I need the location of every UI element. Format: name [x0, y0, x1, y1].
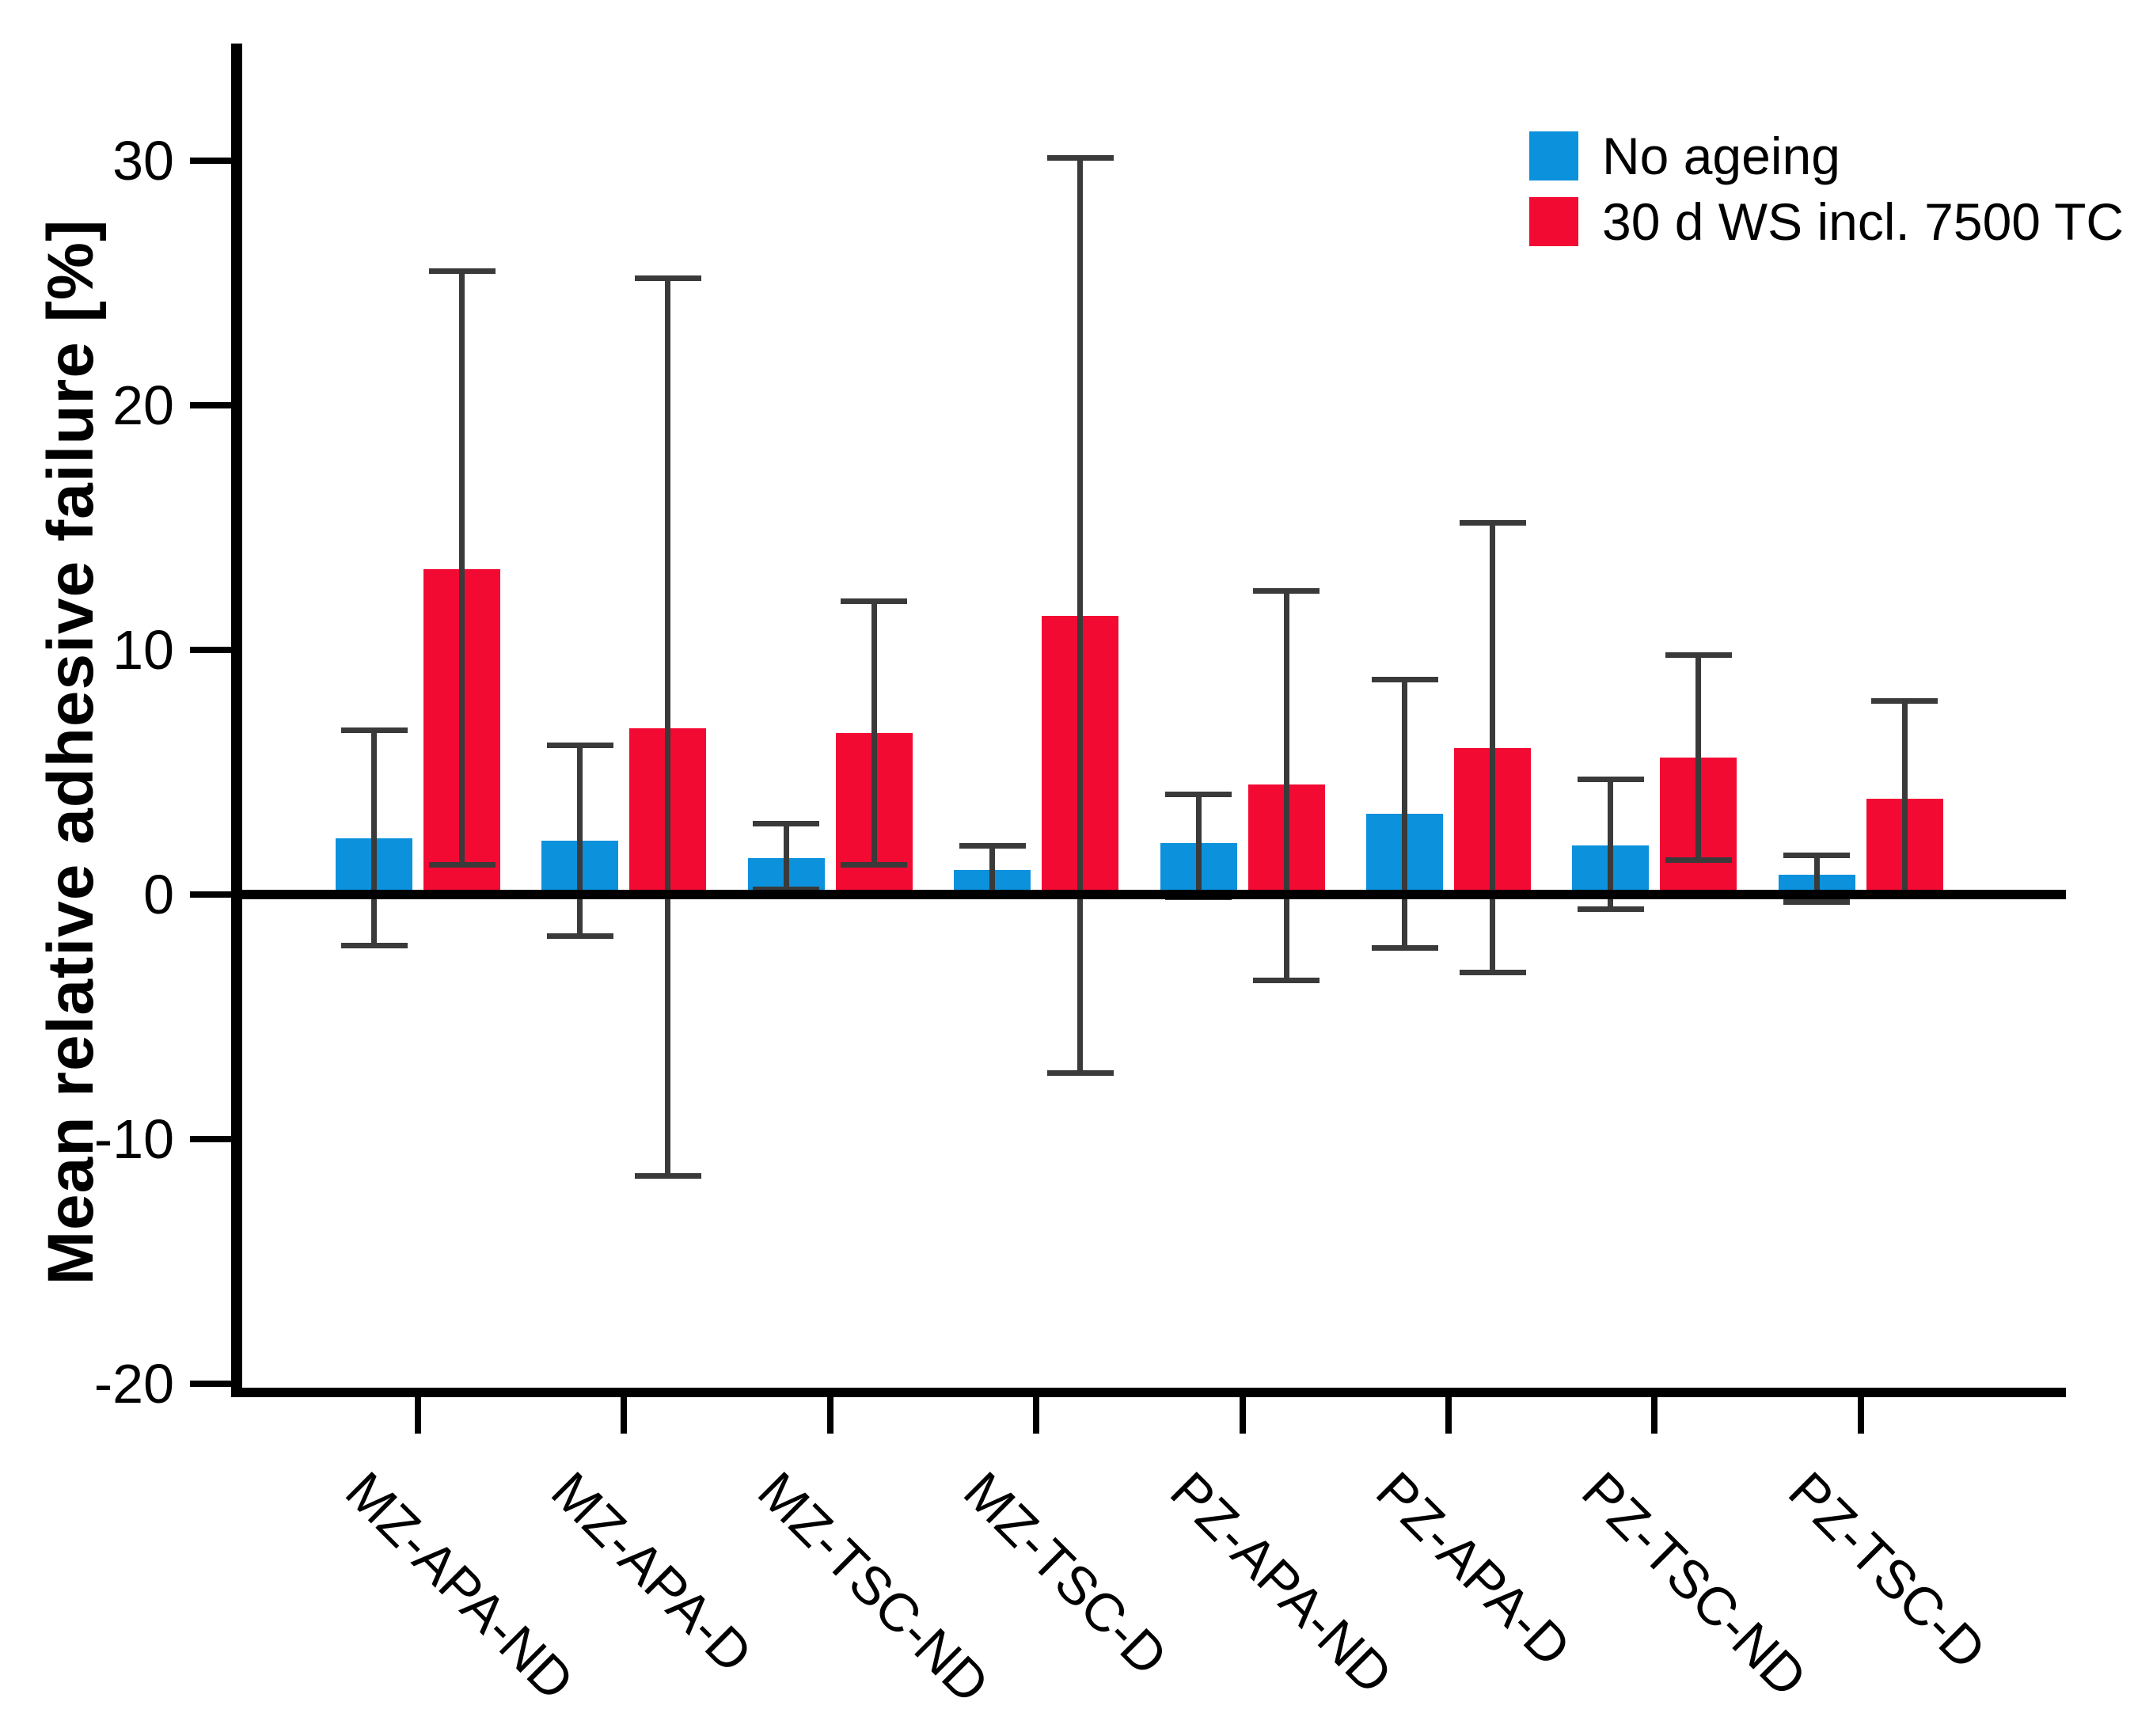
error-bar-line	[871, 601, 877, 865]
legend-item-aged: 30 d WS incl. 7500 TC	[1529, 192, 2125, 251]
x-tick	[415, 1397, 421, 1434]
error-bar-cap-top	[428, 268, 496, 274]
y-tick	[190, 1381, 231, 1387]
x-category-label-MZ-TSC-D: MZ-TSC-D	[952, 1461, 1179, 1688]
error-bar-line	[459, 271, 465, 865]
legend-swatch-blue-icon	[1529, 131, 1578, 180]
error-bar-line	[989, 845, 996, 895]
error-bar-cap-bottom	[1046, 1070, 1114, 1077]
error-bar-cap-bottom	[340, 943, 408, 949]
error-bar-cap-bottom	[1253, 977, 1320, 983]
error-bar-cap-top	[1665, 651, 1732, 658]
error-bar-cap-top	[1253, 588, 1320, 594]
error-bar-cap-top	[753, 820, 820, 826]
y-tick	[190, 158, 231, 164]
x-tick	[1651, 1397, 1658, 1434]
legend: No ageing 30 d WS incl. 7500 TC	[1529, 127, 2125, 263]
y-tick-label: 20	[112, 374, 174, 436]
y-tick-label: 0	[143, 864, 174, 925]
y-tick	[190, 647, 231, 653]
error-bar-cap-top	[546, 743, 613, 748]
error-bar-cap-top	[1577, 777, 1644, 783]
x-category-label-MZ-APA-D: MZ-APA-D	[540, 1461, 765, 1685]
error-bar-cap-top	[1871, 698, 1938, 705]
error-bar-cap-top	[1783, 853, 1851, 859]
legend-item-no-ageing: No ageing	[1529, 127, 2124, 185]
x-tick	[1239, 1397, 1246, 1434]
error-bar-cap-bottom	[1665, 857, 1732, 864]
x-tick	[826, 1397, 833, 1434]
error-bar-cap-top	[1459, 519, 1526, 526]
error-bar-cap-bottom	[1577, 906, 1644, 913]
y-axis-line	[231, 44, 242, 1397]
x-category-label-PZ-TSC-D: PZ-TSC-D	[1776, 1461, 1997, 1681]
x-tick	[1445, 1397, 1452, 1434]
error-bar-line	[665, 278, 671, 1176]
x-tick	[1033, 1397, 1040, 1434]
error-bar-line	[1077, 158, 1084, 1073]
error-bar-cap-top	[340, 727, 408, 734]
error-bar-cap-top	[1371, 676, 1438, 682]
y-tick-label: -20	[93, 1353, 174, 1415]
y-tick	[190, 891, 231, 898]
error-bar-cap-bottom	[1459, 970, 1526, 976]
error-bar-line	[1402, 679, 1407, 948]
error-bar-cap-bottom	[1371, 945, 1438, 952]
error-bar-cap-top	[841, 598, 908, 604]
x-category-label-PZ-APA-ND: PZ-APA-ND	[1158, 1461, 1403, 1706]
x-tick	[621, 1397, 628, 1434]
error-bar-line	[1901, 701, 1908, 895]
error-bar-line	[1608, 779, 1614, 910]
error-bar-cap-top	[1046, 155, 1114, 161]
zero-baseline	[231, 890, 2066, 899]
x-axis-line	[231, 1388, 2066, 1397]
error-bar-line	[1695, 655, 1702, 860]
x-tick	[1857, 1397, 1864, 1434]
legend-label-no-ageing: No ageing	[1602, 127, 1840, 185]
error-bar-cap-bottom	[546, 933, 613, 940]
error-bar-cap-bottom	[634, 1172, 701, 1179]
error-bar-line	[371, 730, 377, 946]
error-bar-cap-top	[1165, 791, 1232, 797]
legend-label-aged: 30 d WS incl. 7500 TC	[1602, 192, 2125, 251]
y-tick	[190, 402, 231, 408]
error-bar-cap-bottom	[428, 862, 496, 868]
error-bar-line	[1813, 855, 1820, 902]
y-tick	[190, 1136, 231, 1142]
error-bar-line	[577, 745, 583, 936]
error-bar-line	[783, 823, 789, 890]
error-bar-line	[1195, 794, 1202, 898]
error-bar-cap-bottom	[1783, 898, 1851, 905]
y-tick-label: 30	[112, 130, 174, 192]
error-bar-line	[1283, 591, 1289, 981]
legend-swatch-red-icon	[1529, 197, 1578, 246]
error-bar-cap-top	[959, 842, 1026, 849]
error-bar-cap-bottom	[753, 887, 820, 893]
error-bar-cap-top	[634, 275, 701, 281]
error-bar-line	[1490, 522, 1495, 973]
x-category-label-PZ-APA-D: PZ-APA-D	[1365, 1461, 1582, 1678]
y-tick-label: -10	[93, 1108, 174, 1170]
y-tick-label: 10	[112, 619, 174, 681]
error-bar-cap-bottom	[841, 862, 908, 868]
